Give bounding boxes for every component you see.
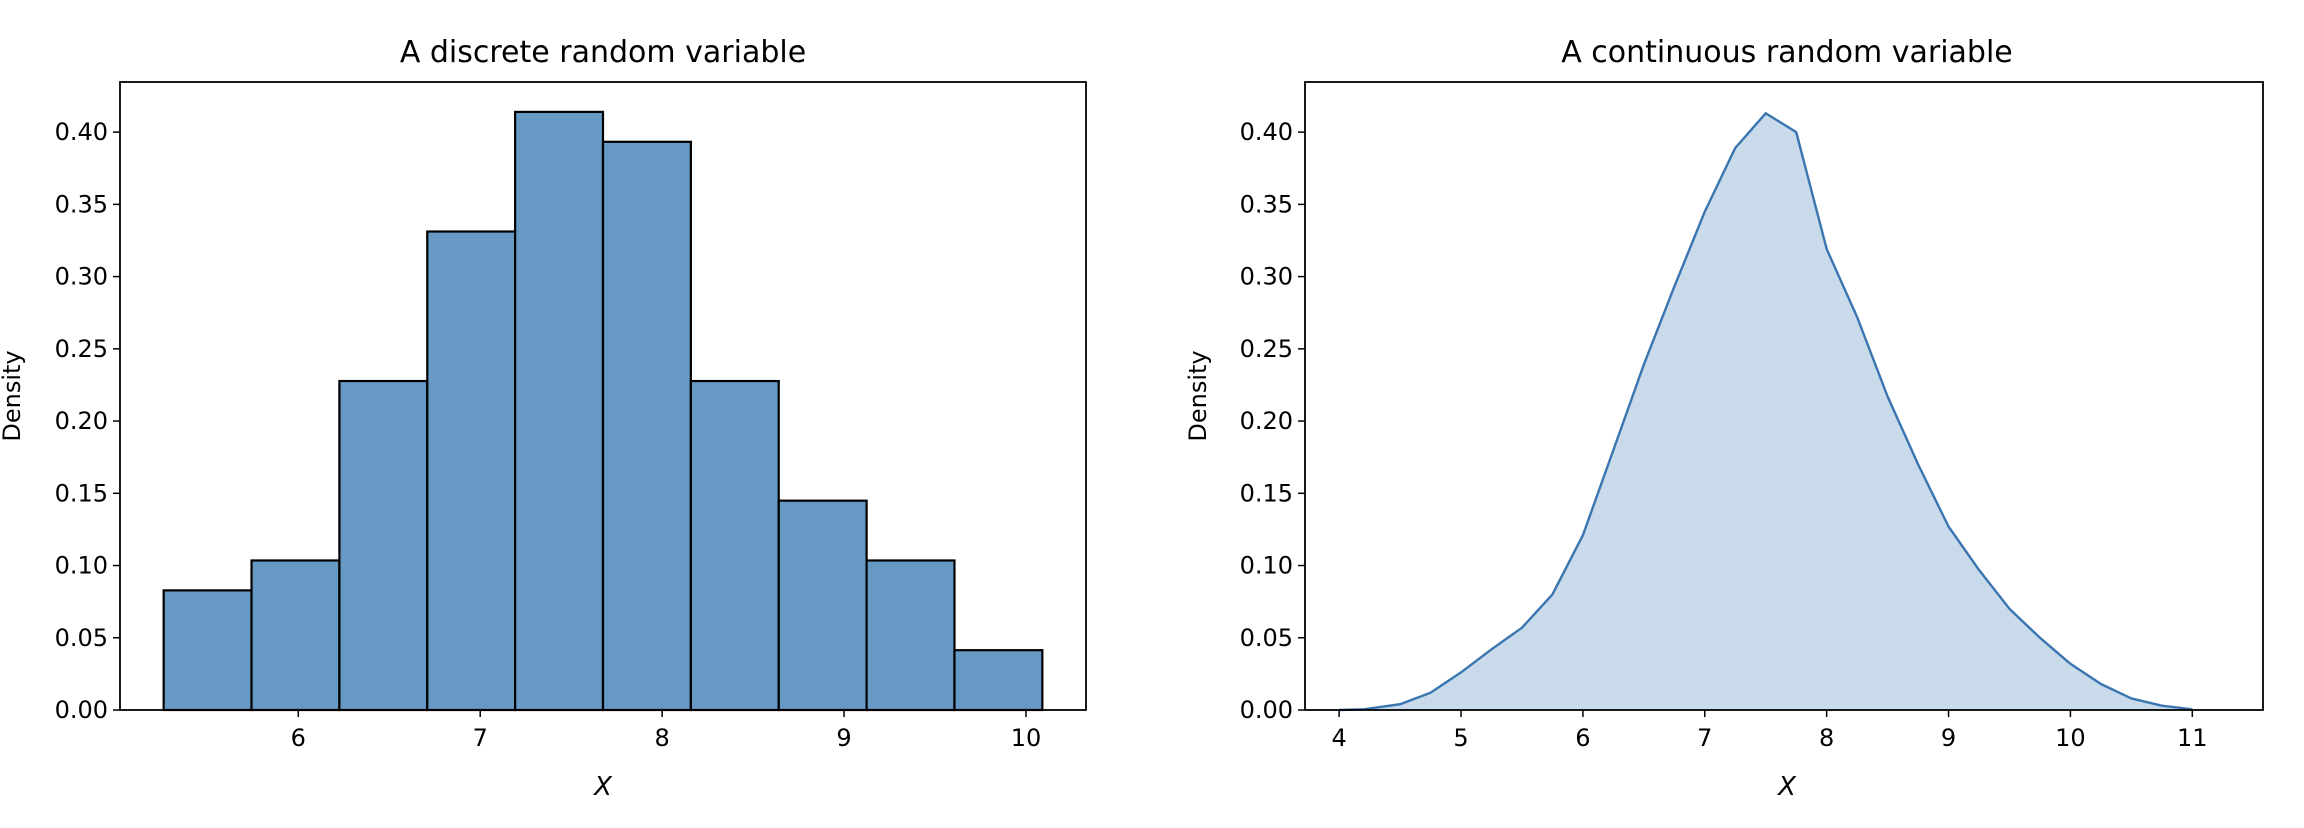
y-tick-label: 0.10: [1240, 552, 1293, 580]
histogram-bar: [865, 559, 956, 712]
chart-title: A continuous random variable: [1561, 35, 2013, 70]
y-tick-label: 0.35: [55, 190, 108, 218]
y-tick-label: 0.30: [1240, 263, 1293, 291]
histogram-bar: [338, 379, 429, 712]
y-tick-label: 0.30: [55, 263, 108, 291]
y-tick-label: 0.00: [1240, 696, 1293, 724]
x-tick-label: 6: [291, 724, 306, 752]
y-axis-label: Density: [1184, 350, 1212, 441]
x-tick-label: 10: [1011, 724, 1042, 752]
x-tick-label: 7: [1697, 724, 1712, 752]
histogram-panel: A discrete random variable X Density 6 7 8…: [0, 35, 1087, 802]
y-tick-label: 0.25: [1240, 335, 1293, 363]
histogram-bar: [953, 649, 1044, 712]
axes-frame: [1304, 81, 2264, 711]
x-tick-label: 7: [473, 724, 488, 752]
kde-panel: A continuous random variable X Density 4…: [1184, 35, 2264, 802]
x-tick-label: 8: [654, 724, 669, 752]
histogram-bar: [250, 559, 341, 712]
y-tick-label: 0.40: [1240, 118, 1293, 146]
y-tick-label: 0.15: [1240, 479, 1293, 507]
histogram-bar: [689, 379, 780, 712]
histogram-bar: [162, 589, 253, 712]
x-tick-label: 6: [1575, 724, 1590, 752]
chart-title: A discrete random variable: [400, 35, 806, 70]
histogram-bar: [777, 499, 868, 712]
y-tick-label: 0.25: [55, 335, 108, 363]
x-tick-label: 9: [836, 724, 851, 752]
y-tick-label: 0.10: [55, 552, 108, 580]
axes-frame: [119, 81, 1087, 711]
x-axis-label: X: [1776, 772, 1797, 802]
x-tick-label: 10: [2055, 724, 2086, 752]
x-axis-label: X: [592, 772, 613, 802]
x-tick-label: 5: [1453, 724, 1468, 752]
y-tick-label: 0.20: [55, 407, 108, 435]
y-tick-label: 0.05: [55, 624, 108, 652]
histogram-bar: [426, 230, 517, 712]
x-tick-label: 4: [1331, 724, 1346, 752]
x-tick-label: 9: [1941, 724, 1956, 752]
histogram-bar: [601, 140, 692, 712]
histogram-bar: [514, 110, 605, 712]
y-tick-label: 0.05: [1240, 624, 1293, 652]
kde-line: [1339, 112, 2193, 712]
kde-fill-area: [1339, 113, 2193, 711]
y-tick-label: 0.00: [55, 696, 108, 724]
y-tick-label: 0.40: [55, 118, 108, 146]
y-tick-label: 0.35: [1240, 190, 1293, 218]
y-axis-label: Density: [0, 350, 26, 441]
x-tick-label: 11: [2177, 724, 2208, 752]
y-tick-label: 0.15: [55, 479, 108, 507]
y-tick-label: 0.20: [1240, 407, 1293, 435]
x-tick-label: 8: [1819, 724, 1834, 752]
